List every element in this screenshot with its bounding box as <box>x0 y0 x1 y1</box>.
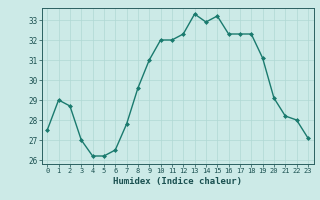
X-axis label: Humidex (Indice chaleur): Humidex (Indice chaleur) <box>113 177 242 186</box>
